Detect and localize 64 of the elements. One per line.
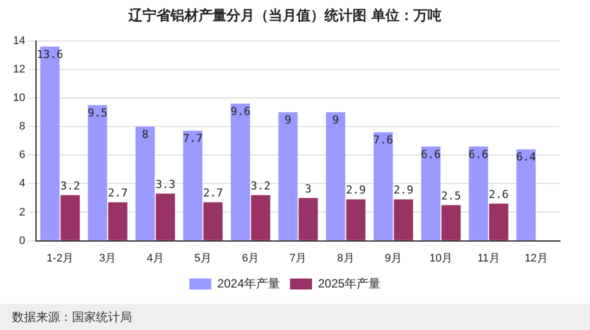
x-tick-label: 4月 bbox=[146, 252, 164, 264]
data-label: 6.6 bbox=[420, 148, 441, 161]
x-tick-label: 7月 bbox=[290, 252, 307, 264]
x-tick-label: 10月 bbox=[429, 252, 453, 264]
data-label: 2.9 bbox=[394, 184, 414, 197]
data-label: 2.6 bbox=[488, 188, 509, 202]
y-tick-label: 10 bbox=[12, 92, 26, 104]
data-label: 3.2 bbox=[60, 179, 80, 192]
bar bbox=[230, 104, 250, 240]
y-tick-label: 0 bbox=[19, 234, 26, 247]
data-label: 9 bbox=[284, 114, 292, 127]
bar bbox=[326, 112, 346, 240]
bar bbox=[203, 202, 223, 240]
data-label: 7.6 bbox=[373, 134, 394, 147]
data-label: 2.7 bbox=[108, 186, 128, 200]
bar bbox=[278, 112, 298, 240]
legend-label: 2025年产量 bbox=[318, 276, 381, 290]
bar bbox=[441, 205, 461, 240]
y-tick-label: 14 bbox=[12, 34, 26, 47]
chart-title: 辽宁省铝材产量分月（当月值）统计图 单位：万吨 bbox=[128, 7, 442, 24]
x-tick-label: 9月 bbox=[384, 252, 402, 264]
bar bbox=[374, 132, 393, 240]
bar bbox=[136, 126, 155, 240]
legend-label: 2024年产量 bbox=[217, 276, 280, 290]
bar bbox=[251, 195, 270, 240]
bar bbox=[156, 194, 176, 240]
bar bbox=[421, 146, 440, 240]
data-label: 2.5 bbox=[441, 189, 462, 202]
data-label: 3 bbox=[304, 182, 312, 196]
data-label: 9 bbox=[332, 114, 339, 127]
y-tick-label: 8 bbox=[19, 120, 26, 133]
bar bbox=[516, 149, 536, 240]
data-label: 2.7 bbox=[203, 186, 223, 200]
y-tick-label: 6 bbox=[19, 149, 26, 162]
bar bbox=[468, 146, 488, 240]
bar bbox=[88, 105, 108, 240]
data-label: 2.9 bbox=[346, 184, 366, 197]
x-tick-label: 12月 bbox=[524, 252, 548, 264]
data-label: 13.6 bbox=[36, 48, 64, 61]
x-tick-label: 11月 bbox=[477, 252, 500, 264]
bar bbox=[60, 195, 80, 240]
x-tick-label: 6月 bbox=[242, 252, 260, 264]
source-note: 数据来源：国家统计局 bbox=[12, 310, 132, 324]
data-label: 6.4 bbox=[516, 150, 536, 164]
y-tick-label: 2 bbox=[19, 206, 26, 218]
data-label: 7.7 bbox=[182, 132, 203, 146]
x-tick-label: 1-2月 bbox=[46, 252, 74, 264]
x-tick-label: 3月 bbox=[99, 252, 116, 264]
data-label: 8 bbox=[142, 128, 148, 141]
data-label: 9.6 bbox=[230, 105, 250, 118]
bar bbox=[108, 202, 128, 240]
bar bbox=[489, 204, 508, 240]
data-label: 3.3 bbox=[155, 178, 176, 192]
bar bbox=[346, 199, 366, 240]
y-tick-label: 12 bbox=[12, 63, 26, 76]
data-label: 9.5 bbox=[88, 106, 108, 120]
data-label: 3.2 bbox=[250, 179, 271, 192]
bar bbox=[298, 198, 318, 240]
bar bbox=[394, 199, 414, 240]
bar bbox=[183, 130, 202, 240]
x-tick-label: 8月 bbox=[337, 252, 354, 264]
y-tick-label: 4 bbox=[19, 178, 26, 190]
data-label: 6.6 bbox=[468, 148, 488, 161]
x-tick-label: 5月 bbox=[194, 252, 212, 264]
